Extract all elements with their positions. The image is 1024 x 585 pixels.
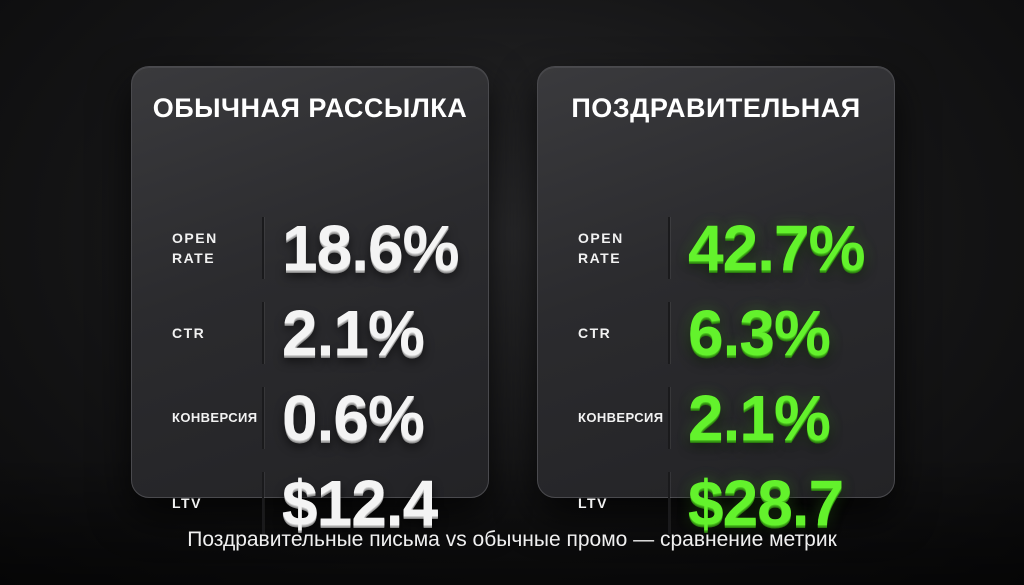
metric-row-ltv: LTV $28.7 (538, 467, 894, 539)
metric-label: CTR (578, 325, 612, 341)
divider (668, 302, 670, 364)
metric-value: 18.6% (282, 212, 459, 284)
metric-value: $12.4 (282, 467, 438, 539)
metric-label: LTV (578, 495, 608, 511)
metric-value: 6.3% (688, 297, 831, 369)
card-title: ОБЫЧНАЯ РАССЫЛКА (152, 93, 468, 123)
metric-row-conversion: КОНВЕРСИЯ 2.1% (538, 382, 894, 454)
divider (262, 217, 264, 279)
metric-label: OPEN RATE (578, 230, 624, 266)
divider (262, 302, 264, 364)
divider (668, 217, 670, 279)
metric-label: КОНВЕРСИЯ (172, 410, 258, 425)
metric-label: CTR (172, 325, 206, 341)
metric-value: 0.6% (282, 382, 425, 454)
metric-value: 2.1% (688, 382, 831, 454)
caption: Поздравительные письма vs обычные промо … (187, 528, 837, 551)
divider (262, 387, 264, 449)
metric-label: КОНВЕРСИЯ (578, 410, 664, 425)
metric-row-ctr: CTR 6.3% (538, 297, 894, 369)
metric-row-conversion: КОНВЕРСИЯ 0.6% (132, 382, 488, 454)
metric-row-open-rate: OPEN RATE 18.6% (132, 212, 488, 284)
divider (668, 472, 670, 534)
metric-row-open-rate: OPEN RATE 42.7% (538, 212, 894, 284)
metric-value: $28.7 (688, 467, 844, 539)
metric-row-ltv: LTV $12.4 (132, 467, 488, 539)
metric-label: LTV (172, 495, 202, 511)
metric-label: OPEN RATE (172, 230, 218, 266)
metric-value: 42.7% (688, 212, 865, 284)
divider (262, 472, 264, 534)
card-title: ПОЗДРАВИТЕЛЬНАЯ (571, 93, 861, 123)
regular-newsletter-card: ОБЫЧНАЯ РАССЫЛКА OPEN RATE 18.6% CTR 2.1… (131, 66, 489, 535)
congratulatory-newsletter-card: ПОЗДРАВИТЕЛЬНАЯ OPEN RATE 42.7% CTR 6.3%… (537, 66, 895, 535)
metric-row-ctr: CTR 2.1% (132, 297, 488, 369)
divider (668, 387, 670, 449)
metric-value: 2.1% (282, 297, 425, 369)
